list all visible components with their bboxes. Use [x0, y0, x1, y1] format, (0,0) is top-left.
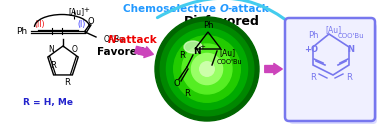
Text: Ph: Ph [16, 28, 28, 36]
Text: O: O [174, 79, 180, 88]
Circle shape [200, 62, 214, 76]
Text: R: R [184, 89, 190, 99]
Text: R: R [65, 79, 70, 87]
Circle shape [160, 22, 254, 116]
Text: -attack: -attack [227, 4, 269, 14]
Text: [Au]: [Au] [68, 7, 84, 16]
Text: O: O [220, 4, 229, 14]
Text: Disfavored: Disfavored [184, 15, 260, 28]
FancyBboxPatch shape [289, 23, 377, 124]
Text: Favored: Favored [97, 47, 145, 57]
Circle shape [174, 36, 240, 102]
Text: Ph: Ph [308, 32, 318, 41]
Text: R: R [179, 51, 185, 59]
Circle shape [155, 17, 259, 121]
FancyBboxPatch shape [285, 18, 375, 121]
Text: R: R [346, 73, 352, 82]
Text: COO'Bu: COO'Bu [338, 33, 364, 39]
Text: N: N [347, 45, 355, 54]
Text: Chemoselective: Chemoselective [123, 4, 220, 14]
Text: R = H, Me: R = H, Me [23, 98, 73, 106]
Text: O-'Bu: O-'Bu [104, 35, 125, 44]
Text: +: + [83, 7, 89, 13]
Text: (I): (I) [78, 21, 86, 29]
Text: Ph: Ph [203, 22, 213, 31]
Text: N: N [49, 45, 54, 54]
Circle shape [191, 53, 223, 85]
Text: +O: +O [304, 45, 318, 54]
Text: +: + [199, 44, 205, 50]
Text: COO'Bu: COO'Bu [216, 59, 242, 65]
Text: O: O [88, 18, 94, 26]
Text: -attack: -attack [116, 35, 158, 45]
Text: N: N [193, 48, 201, 56]
FancyArrowPatch shape [157, 0, 307, 38]
FancyArrowPatch shape [265, 63, 282, 75]
FancyArrowPatch shape [135, 46, 153, 58]
Text: R: R [50, 61, 56, 70]
Text: (II): (II) [35, 21, 45, 29]
Circle shape [182, 44, 232, 94]
Text: N: N [107, 35, 116, 45]
Text: O: O [71, 45, 77, 54]
Circle shape [166, 28, 248, 110]
Text: [Au]: [Au] [219, 48, 235, 58]
Text: [Au]: [Au] [325, 25, 341, 35]
Text: R: R [310, 73, 316, 82]
Ellipse shape [184, 41, 202, 53]
